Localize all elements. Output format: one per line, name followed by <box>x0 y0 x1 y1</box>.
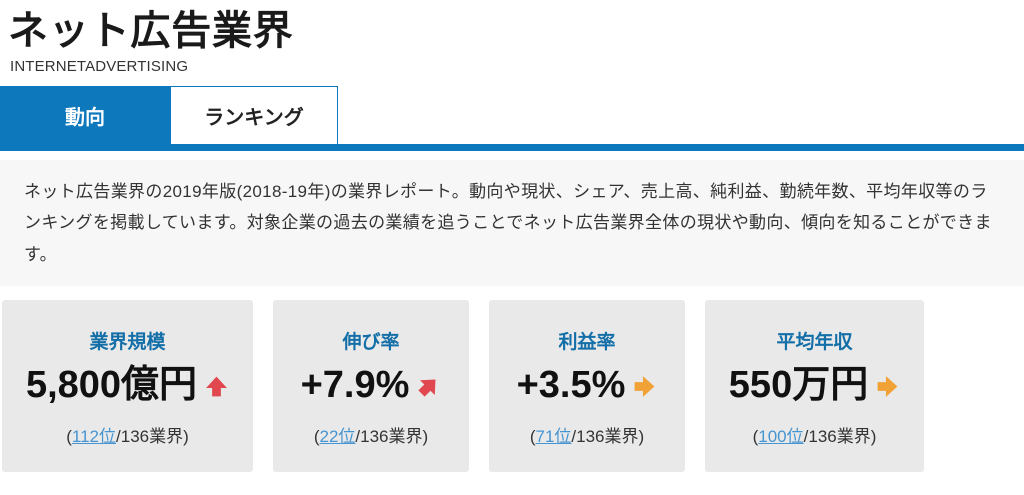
stat-rank: (100位/136業界) <box>753 422 877 447</box>
stat-value: 5,800億円 <box>25 364 198 407</box>
trend-flat-arrow-icon <box>875 374 900 399</box>
stat-rank: (112位/136業界) <box>66 422 189 447</box>
tab-trend[interactable]: 動向 <box>0 86 170 144</box>
stat-value: +7.9% <box>300 364 410 407</box>
rank-prefix: ( <box>313 427 320 446</box>
stat-value-row: 5,800億円 <box>26 364 229 408</box>
stat-rank: (71位/136業界) <box>530 422 644 447</box>
stat-card-average-salary: 平均年収 550万円 (100位/136業界) <box>705 300 924 473</box>
page-subtitle: INTERNETADVERTISING <box>10 58 189 75</box>
stat-card-profit-rate: 利益率 +3.5% (71位/136業界) <box>489 300 685 473</box>
stat-card-growth-rate: 伸び率 +7.9% (22位/136業界) <box>273 300 469 473</box>
rank-suffix: /136業界) <box>571 427 645 446</box>
trend-up-right-arrow-icon <box>416 374 441 399</box>
stat-value-row: 550万円 <box>729 364 900 408</box>
rank-link[interactable]: 100位 <box>758 427 804 446</box>
rank-prefix: ( <box>66 427 72 446</box>
page-header: ネット広告業界 INTERNETADVERTISING <box>0 0 1024 75</box>
industry-description-text: ネット広告業界の2019年版(2018-19年)の業界レポート。動向や現状、シェ… <box>24 182 992 264</box>
stat-value-row: +7.9% <box>301 364 442 408</box>
stat-value: +3.5% <box>516 364 626 407</box>
stat-label: 平均年収 <box>776 332 853 354</box>
rank-link[interactable]: 112位 <box>71 427 117 446</box>
accent-divider <box>0 144 1024 151</box>
tab-bar: 動向 ランキング <box>0 86 1024 144</box>
rank-suffix: /136業界) <box>116 427 189 446</box>
trend-flat-arrow-icon <box>632 374 657 399</box>
stat-rank: (22位/136業界) <box>314 422 428 447</box>
rank-link[interactable]: 22位 <box>319 427 356 446</box>
industry-description-box: ネット広告業界の2019年版(2018-19年)の業界レポート。動向や現状、シェ… <box>0 160 1024 287</box>
stat-value: 550万円 <box>728 364 869 407</box>
stat-label: 伸び率 <box>342 332 400 354</box>
tab-ranking[interactable]: ランキング <box>170 86 338 144</box>
trend-up-arrow-icon <box>204 374 229 399</box>
stat-value-row: +3.5% <box>517 364 658 408</box>
rank-prefix: ( <box>529 427 536 446</box>
stat-card-industry-size: 業界規模 5,800億円 (112位/136業界) <box>2 300 253 473</box>
stat-label: 業界規模 <box>89 332 166 354</box>
rank-link[interactable]: 71位 <box>535 427 572 446</box>
stat-label: 利益率 <box>558 332 616 354</box>
rank-prefix: ( <box>752 427 759 446</box>
rank-suffix: /136業界) <box>355 427 429 446</box>
page-title: ネット広告業界 <box>8 9 294 53</box>
stats-row: 業界規模 5,800億円 (112位/136業界) 伸び率 +7.9% (22位… <box>2 300 1024 473</box>
rank-suffix: /136業界) <box>803 427 877 446</box>
